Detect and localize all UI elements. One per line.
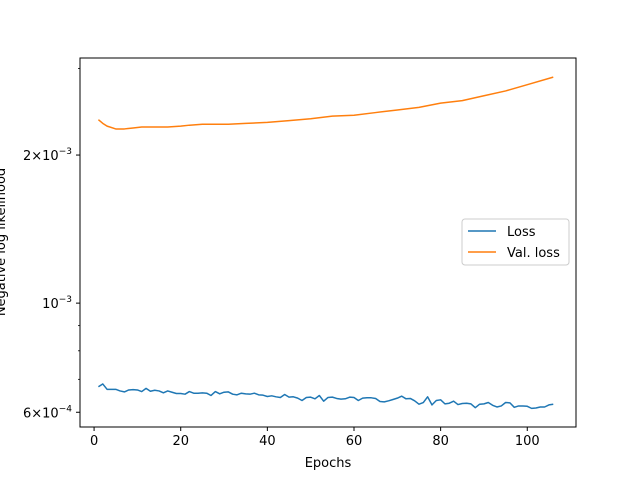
y-tick-label: 6×10−4 (23, 404, 72, 421)
series-line-val-loss (97, 76, 554, 130)
x-tick-label: 20 (172, 434, 189, 449)
x-tick-label: 0 (90, 434, 98, 449)
legend-label-loss: Loss (507, 225, 536, 240)
series-layer (97, 76, 554, 410)
y-axis-label: Negative log likelihood (0, 168, 9, 316)
y-axis: 6×10−4 10−3 2×10−3 (23, 68, 80, 421)
x-tick-label: 60 (346, 434, 363, 449)
y-tick-label: 2×10−3 (23, 147, 72, 164)
x-tick-label: 100 (515, 434, 540, 449)
legend-label-val-loss: Val. loss (507, 246, 560, 261)
x-tick-label: 40 (259, 434, 276, 449)
x-axis-label: Epochs (305, 456, 352, 471)
y-tick-label: 10−3 (42, 295, 72, 312)
x-axis: 0 20 40 60 80 100 (90, 427, 540, 449)
series-line-loss (98, 383, 554, 410)
legend: Loss Val. loss (461, 218, 570, 266)
plot-frame (79, 57, 577, 428)
x-tick-label: 80 (432, 434, 449, 449)
